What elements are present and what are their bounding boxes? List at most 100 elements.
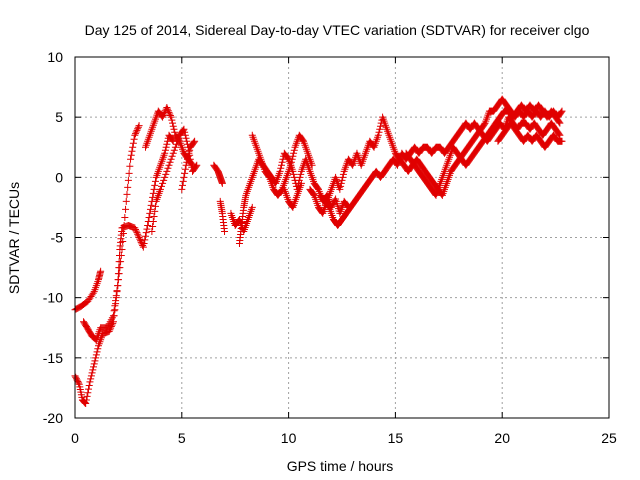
series-track-12	[280, 179, 305, 211]
data-point	[150, 212, 158, 220]
series-track-14	[306, 95, 566, 217]
data-point	[114, 270, 122, 278]
data-point	[190, 138, 198, 146]
data-point	[122, 197, 130, 205]
data-point	[141, 232, 149, 240]
data-point	[123, 190, 131, 198]
x-axis-label: GPS time / hours	[287, 458, 394, 474]
data-point	[134, 232, 142, 240]
y-tick-labels: -20 -15 -10 -5 0 5 10	[43, 49, 63, 426]
data-point	[172, 140, 180, 148]
data-point	[151, 207, 159, 215]
data-point	[88, 369, 96, 377]
data-point	[297, 170, 305, 178]
data-point	[82, 400, 90, 408]
data-point	[110, 307, 118, 315]
data-point	[337, 179, 345, 187]
data-point	[168, 152, 176, 160]
data-point	[122, 205, 130, 213]
data-point	[85, 385, 93, 393]
data-point	[182, 134, 190, 142]
data-point	[169, 122, 177, 130]
data-point	[290, 146, 298, 154]
data-point	[183, 155, 191, 163]
data-point	[288, 155, 296, 163]
data-point	[87, 375, 95, 383]
x-tick-label: 15	[388, 430, 404, 446]
data-point	[89, 289, 97, 297]
data-point	[558, 107, 566, 115]
data-point	[159, 113, 167, 121]
y-tick-label: -10	[43, 290, 63, 306]
data-point	[93, 348, 101, 356]
data-point	[121, 213, 129, 221]
data-point	[169, 149, 177, 157]
y-tick-label: 0	[55, 169, 63, 185]
data-point	[181, 128, 189, 136]
data-point	[180, 125, 188, 133]
y-tick-label: -5	[51, 230, 64, 246]
data-point	[170, 125, 178, 133]
data-point	[165, 161, 173, 169]
series-track-9	[227, 203, 256, 235]
data-point	[167, 113, 175, 121]
data-point	[374, 131, 382, 139]
data-point	[166, 110, 174, 118]
data-points	[71, 95, 566, 408]
data-point	[179, 177, 187, 185]
series-track-16	[494, 119, 566, 151]
data-point	[124, 183, 132, 191]
data-point	[296, 173, 304, 181]
data-point	[115, 258, 123, 266]
data-point	[277, 186, 285, 194]
data-point	[149, 222, 157, 230]
data-point	[299, 136, 307, 144]
series-track-6	[178, 137, 199, 193]
data-point	[113, 287, 121, 295]
data-point	[182, 161, 190, 169]
data-point	[116, 252, 123, 260]
data-point	[134, 230, 142, 238]
data-point	[166, 158, 174, 166]
data-point	[181, 169, 189, 177]
data-point	[162, 170, 170, 178]
data-point	[175, 134, 183, 142]
data-point	[284, 154, 292, 162]
data-point	[135, 234, 143, 241]
chart-title: Day 125 of 2014, Sidereal Day-to-day VTE…	[85, 22, 590, 38]
data-point	[90, 363, 98, 371]
data-point	[186, 146, 194, 154]
data-point	[375, 128, 383, 136]
y-tick-label: -20	[43, 410, 63, 426]
data-point	[133, 126, 141, 134]
data-point	[555, 130, 563, 138]
data-point	[337, 182, 345, 190]
x-tick-label: 20	[494, 430, 510, 446]
data-point	[174, 137, 182, 145]
data-point	[158, 182, 166, 190]
x-tick-label: 0	[71, 430, 79, 446]
data-point	[163, 140, 171, 148]
data-point	[169, 136, 177, 144]
data-point	[144, 221, 152, 229]
data-point	[148, 227, 156, 235]
data-point	[218, 179, 226, 187]
data-point	[221, 227, 229, 235]
data-point	[376, 122, 384, 130]
data-point	[132, 128, 140, 136]
data-point	[339, 170, 347, 178]
data-point	[137, 237, 145, 245]
data-point	[142, 229, 150, 237]
data-point	[112, 292, 120, 300]
series-track-4	[141, 104, 196, 169]
data-point	[131, 224, 139, 232]
data-point	[185, 149, 193, 157]
data-point	[145, 213, 153, 221]
data-point	[171, 128, 179, 136]
data-point	[165, 108, 173, 116]
data-point	[164, 164, 172, 172]
data-point	[183, 158, 191, 166]
data-point	[290, 170, 298, 178]
data-point	[164, 107, 172, 115]
data-point	[75, 379, 83, 387]
